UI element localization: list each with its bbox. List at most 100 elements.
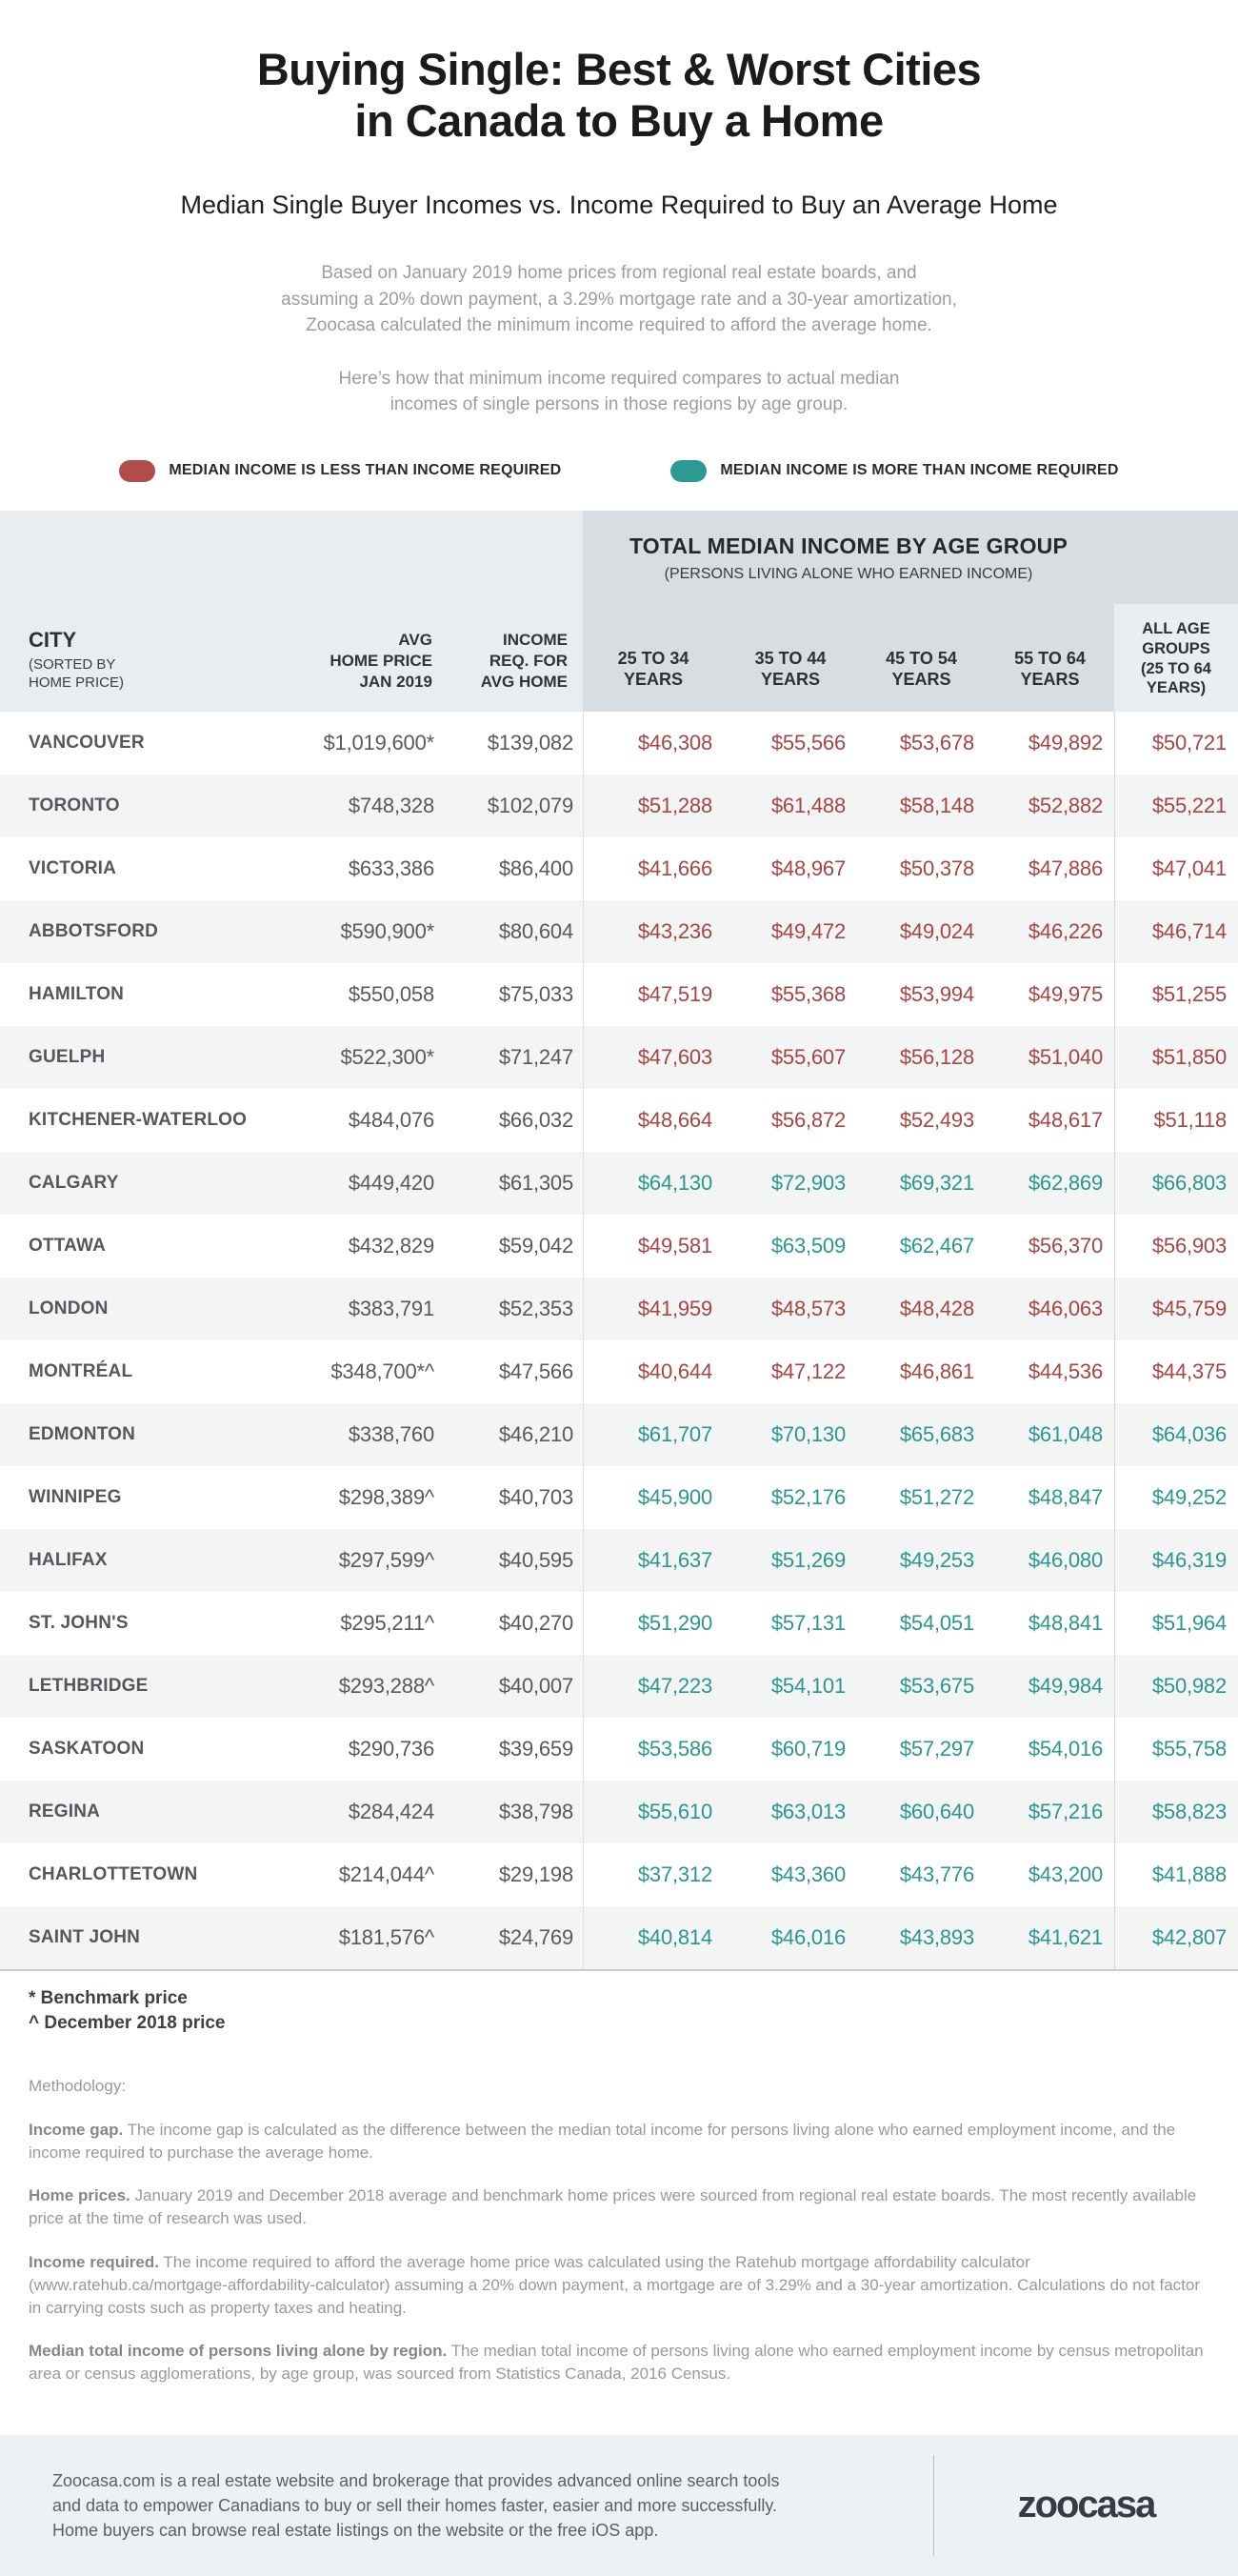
city-name: VANCOUVER: [29, 732, 145, 753]
income-35-44: $56,872: [770, 1107, 846, 1132]
income-all-ages: $56,903: [1114, 1214, 1238, 1278]
income-35-44: $48,573: [770, 1296, 846, 1320]
income-45-54: $43,893: [899, 1924, 974, 1949]
avg-home-price: $298,389^: [338, 1484, 434, 1509]
table-row: SASKATOON $290,736 $39,659 $53,586 $60,7…: [0, 1717, 1238, 1781]
legend-item-less: MEDIAN INCOME IS LESS THAN INCOME REQUIR…: [119, 459, 561, 482]
income-25-34: $48,664: [583, 1088, 724, 1152]
income-35-44: $55,566: [770, 730, 846, 755]
income-55-64: $48,617: [1028, 1107, 1103, 1132]
age-group-band-subtitle: (PERSONS LIVING ALONE WHO EARNED INCOME): [664, 565, 1033, 582]
income-35-44: $61,488: [770, 793, 846, 817]
income-35-44: $70,130: [770, 1421, 846, 1446]
income-required: $52,353: [498, 1296, 573, 1320]
city-name: LONDON: [29, 1298, 109, 1318]
footnotes: * Benchmark price ^ December 2018 price: [29, 1986, 1238, 2037]
income-all-ages: $51,964: [1114, 1591, 1238, 1655]
table-header: TOTAL MEDIAN INCOME BY AGE GROUP (PERSON…: [0, 510, 1238, 712]
income-all-ages: $51,255: [1114, 962, 1238, 1026]
intro-paragraph-1: Based on January 2019 home prices from r…: [281, 263, 957, 336]
header-all-ages-box: [1114, 603, 1238, 712]
table-row: VANCOUVER $1,019,600* $139,082 $46,308 $…: [0, 711, 1238, 775]
table-body: VANCOUVER $1,019,600* $139,082 $46,308 $…: [0, 711, 1238, 1971]
avg-home-price: $290,736: [348, 1736, 434, 1761]
table-row: SAINT JOHN $181,576^ $24,769 $40,814 $46…: [0, 1905, 1238, 1969]
income-35-44: $46,016: [770, 1924, 846, 1949]
column-header-city: CITY (SORTED BY HOME PRICE): [0, 628, 295, 712]
income-25-34: $41,637: [583, 1528, 724, 1592]
avg-home-price: $214,044^: [338, 1862, 434, 1886]
column-header-avg-price: AVG HOME PRICE JAN 2019: [329, 630, 432, 691]
city-name: CHARLOTTETOWN: [29, 1863, 198, 1884]
income-35-44: $52,176: [770, 1484, 846, 1509]
table-row: HAMILTON $550,058 $75,033 $47,519 $55,36…: [0, 962, 1238, 1026]
city-name: SAINT JOHN: [29, 1926, 141, 1947]
income-45-54: $53,675: [899, 1673, 974, 1698]
income-35-44: $57,131: [770, 1610, 846, 1635]
income-35-44: $51,269: [770, 1547, 846, 1572]
income-45-54: $46,861: [899, 1358, 974, 1383]
table-row: WINNIPEG $298,389^ $40,703 $45,900 $52,1…: [0, 1465, 1238, 1529]
income-required: $66,032: [498, 1107, 573, 1132]
income-all-ages: $44,375: [1114, 1339, 1238, 1403]
income-45-54: $49,024: [899, 918, 974, 943]
city-name: GUELPH: [29, 1046, 106, 1067]
page-title: Buying Single: Best & Worst Cities in Ca…: [256, 44, 982, 147]
city-name: REGINA: [29, 1801, 101, 1821]
income-all-ages: $66,803: [1114, 1151, 1238, 1215]
city-name: TORONTO: [29, 795, 120, 815]
table-row: KITCHENER-WATERLOO $484,076 $66,032 $48,…: [0, 1088, 1238, 1152]
income-25-34: $41,959: [583, 1277, 724, 1340]
income-required: $39,659: [498, 1736, 573, 1761]
table-row: EDMONTON $338,760 $46,210 $61,707 $70,13…: [0, 1402, 1238, 1466]
methodology: Methodology: Income gap. The income gap …: [29, 2075, 1214, 2385]
income-55-64: $49,984: [1028, 1673, 1103, 1698]
table-row: OTTAWA $432,829 $59,042 $49,581 $63,509 …: [0, 1214, 1238, 1278]
income-all-ages: $58,823: [1114, 1780, 1238, 1843]
income-35-44: $72,903: [770, 1170, 846, 1195]
income-25-34: $40,644: [583, 1339, 724, 1403]
income-25-34: $61,707: [583, 1402, 724, 1466]
income-55-64: $57,216: [1028, 1799, 1103, 1823]
age-group-band: TOTAL MEDIAN INCOME BY AGE GROUP (PERSON…: [583, 533, 1114, 583]
income-25-34: $47,519: [583, 962, 724, 1026]
column-header-all-ages: ALL AGE GROUPS (25 TO 64 YEARS): [1141, 620, 1211, 697]
intro-paragraph-2: Here’s how that minimum income required …: [338, 368, 900, 415]
header-left-background: [0, 510, 583, 712]
city-name: ST. JOHN'S: [29, 1612, 129, 1633]
income-35-44: $49,472: [770, 918, 846, 943]
column-header-45-54: 45 TO 54 YEARS: [886, 648, 957, 690]
income-all-ages: $55,758: [1114, 1717, 1238, 1781]
city-name: SASKATOON: [29, 1738, 145, 1759]
city-name: HAMILTON: [29, 983, 125, 1004]
city-header-label: CITY: [29, 628, 77, 653]
income-all-ages: $46,714: [1114, 899, 1238, 963]
income-25-34: $45,900: [583, 1465, 724, 1529]
avg-home-price: $297,599^: [338, 1547, 434, 1572]
income-55-64: $41,621: [1028, 1924, 1103, 1949]
income-required: $75,033: [498, 981, 573, 1006]
income-35-44: $60,719: [770, 1736, 846, 1761]
income-required: $38,798: [498, 1799, 573, 1823]
methodology-home-prices: Home prices. January 2019 and December 2…: [29, 2186, 1197, 2228]
income-all-ages: $55,221: [1114, 774, 1238, 837]
city-name: VICTORIA: [29, 857, 117, 878]
income-required: $40,270: [498, 1610, 573, 1635]
income-45-54: $60,640: [899, 1799, 974, 1823]
avg-home-price: $1,019,600*: [323, 730, 435, 755]
income-35-44: $55,368: [770, 981, 846, 1006]
city-name: WINNIPEG: [29, 1486, 122, 1507]
footnote-december: ^ December 2018 price: [29, 2013, 226, 2034]
income-45-54: $52,493: [899, 1107, 974, 1132]
income-45-54: $50,378: [899, 855, 974, 880]
income-45-54: $65,683: [899, 1421, 974, 1446]
income-25-34: $49,581: [583, 1214, 724, 1278]
avg-home-price: $181,576^: [338, 1924, 434, 1949]
methodology-heading: Methodology:: [29, 2077, 127, 2096]
income-25-34: $46,308: [583, 711, 724, 775]
footer: Zoocasa.com is a real estate website and…: [0, 2434, 1238, 2576]
income-25-34: $41,666: [583, 836, 724, 900]
income-all-ages: $46,319: [1114, 1528, 1238, 1592]
page-subtitle: Median Single Buyer Incomes vs. Income R…: [180, 191, 1058, 220]
income-45-54: $62,467: [899, 1233, 974, 1258]
